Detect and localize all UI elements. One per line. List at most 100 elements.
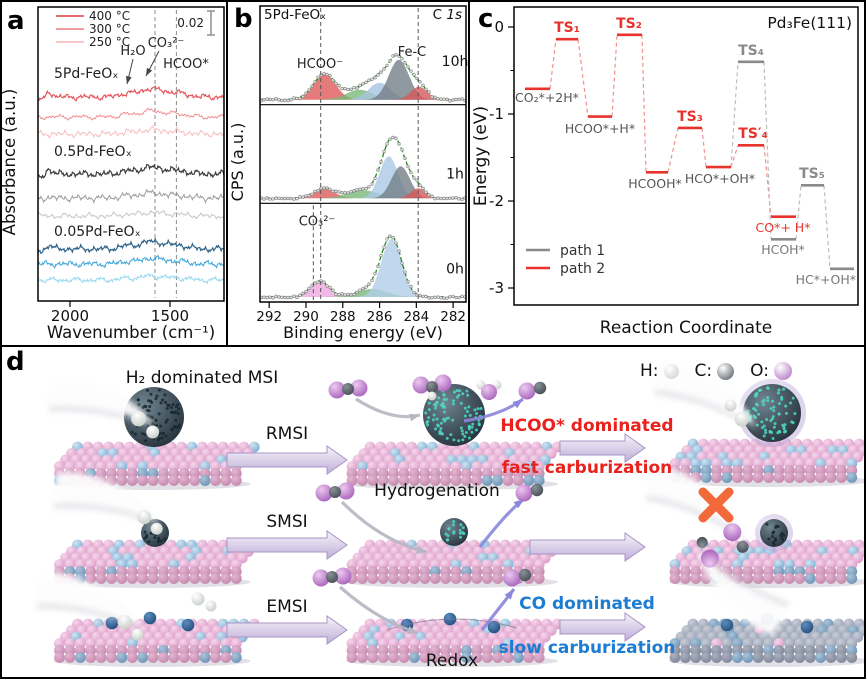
gas-plume — [45, 374, 160, 439]
xps-peak — [287, 281, 352, 297]
h-atom-sphere — [734, 412, 749, 427]
h-atom-sphere — [150, 522, 163, 535]
o-atom-sphere — [412, 376, 430, 394]
h2-dominated-msi-label: H₂ dominated MSI — [125, 368, 279, 388]
data-point-marker — [430, 95, 434, 99]
data-point-marker — [271, 97, 275, 102]
data-point-marker — [460, 97, 464, 101]
panel-a: 5Pd-FeOₓ 0.5Pd-FeOₓ 0.05Pd-FeOₓ 2000 1500 Wav… — [2, 2, 226, 345]
process-arrow-icon — [226, 615, 348, 645]
data-point-marker — [433, 95, 437, 100]
data-point-marker — [427, 90, 431, 94]
data-point-marker — [340, 190, 344, 195]
data-point-marker — [316, 189, 320, 193]
data-point-marker — [421, 83, 425, 88]
data-point-marker — [403, 270, 407, 274]
data-point-marker — [400, 148, 404, 152]
time-label: 1h — [446, 167, 464, 183]
panel-d: d H₂ dominated MSI RMSI SMSI EMSI Hydrog… — [2, 345, 864, 677]
data-point-marker — [322, 186, 326, 190]
hco2-molecule — [412, 374, 452, 401]
data-point-marker — [286, 295, 290, 300]
data-point-marker — [451, 294, 455, 299]
arrowhead-icon — [407, 626, 418, 634]
co-molecule — [515, 483, 544, 502]
data-point-marker — [292, 294, 296, 298]
data-point-marker — [262, 98, 266, 102]
data-point-marker — [442, 296, 446, 300]
data-point-marker — [433, 196, 437, 201]
data-point-marker — [352, 85, 356, 90]
data-point-marker — [448, 196, 452, 200]
data-point-marker — [268, 197, 272, 201]
gas-plume — [696, 536, 791, 635]
oxide-slab — [346, 618, 563, 667]
xps-peak — [308, 190, 418, 199]
panel-letter-b: b — [234, 4, 253, 34]
o-atom-sphere — [312, 569, 330, 587]
data-point-marker — [442, 97, 446, 101]
legend-h: H: — [640, 361, 679, 381]
process-arrow-icon — [226, 530, 348, 560]
panel-letter-d: d — [6, 347, 25, 377]
data-point-marker — [280, 196, 284, 201]
data-point-marker — [403, 156, 407, 161]
surface-label: Pd₃Fe(111) — [767, 14, 852, 32]
xps-peak — [368, 166, 433, 199]
data-point-marker — [316, 280, 320, 284]
arrowhead-icon — [504, 589, 514, 600]
data-point-marker — [295, 96, 299, 101]
intermediate-label: HCOH* — [761, 242, 805, 257]
data-point-marker — [346, 87, 350, 92]
data-point-marker — [268, 295, 272, 299]
data-point-marker — [412, 176, 416, 180]
data-point-marker — [436, 196, 440, 200]
data-point-marker — [394, 241, 398, 245]
data-point-marker — [445, 196, 449, 201]
data-point-marker — [331, 288, 335, 292]
data-point-marker — [409, 69, 413, 73]
xps-subpanel — [259, 135, 467, 202]
c-atom-sphere — [696, 536, 708, 548]
xps-peak — [356, 156, 421, 199]
data-point-marker — [301, 94, 305, 99]
data-point-marker — [310, 84, 314, 88]
data-point-marker — [265, 97, 269, 101]
data-point-marker — [439, 196, 443, 201]
data-point-marker — [406, 65, 410, 69]
data-point-marker — [457, 295, 461, 300]
data-point-marker — [310, 192, 314, 197]
data-point-marker — [355, 86, 359, 90]
data-point-marker — [367, 78, 371, 82]
data-point-marker — [364, 285, 368, 289]
data-point-marker — [262, 295, 266, 299]
xps-peak — [363, 59, 435, 100]
time-label: 10h — [442, 54, 468, 70]
process-arrow-icon — [226, 445, 348, 475]
data-point-marker — [430, 295, 434, 300]
spectrum-curve — [37, 188, 225, 205]
data-point-marker — [439, 97, 443, 101]
scale-bar-label: 0.02 — [177, 16, 204, 30]
x-tick-label: 290 — [293, 309, 319, 325]
data-point-marker — [313, 80, 317, 84]
embedded-carbon-atom — [143, 611, 157, 625]
data-point-marker — [274, 196, 278, 200]
data-point-marker — [376, 73, 380, 77]
data-point-marker — [421, 186, 425, 190]
data-point-marker — [298, 96, 302, 101]
data-point-marker — [346, 191, 350, 195]
intermediate-label: HCOO*+H* — [565, 121, 635, 136]
oxide-slab — [346, 441, 563, 490]
data-point-marker — [379, 70, 383, 74]
data-point-marker — [307, 286, 311, 291]
data-point-marker — [325, 284, 329, 288]
data-point-marker — [295, 196, 299, 201]
spectrum-curve — [37, 124, 225, 139]
plot-frame — [259, 5, 467, 303]
data-point-marker — [313, 281, 317, 285]
data-point-marker — [301, 195, 305, 199]
data-point-marker — [406, 279, 410, 284]
x-tick-label: 292 — [256, 309, 282, 325]
data-point-marker — [289, 295, 293, 300]
